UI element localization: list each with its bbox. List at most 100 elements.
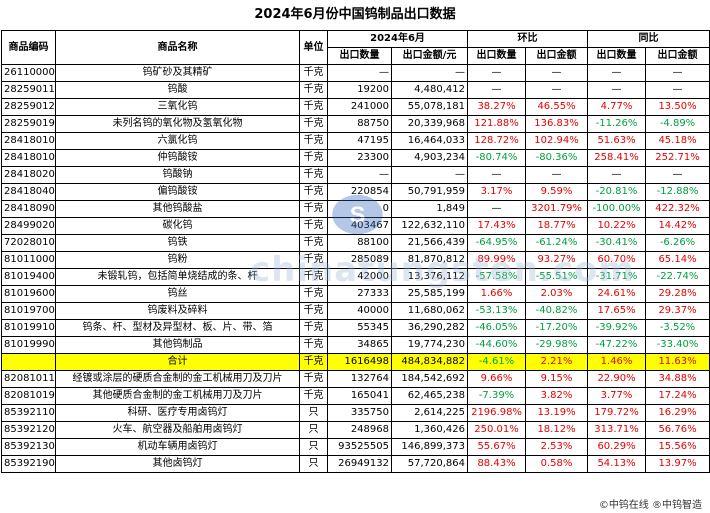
cell-amount: —: [390, 64, 469, 82]
cell-mom-amount: 0.58%: [525, 455, 589, 473]
header-unit: 单位: [299, 30, 328, 65]
cell-name: 经镀或涂层的硬质合金制的金工机械用刀及刀片: [55, 370, 300, 388]
cell-qty: —: [327, 166, 392, 184]
cell-mom-amount: 2.53%: [525, 438, 589, 456]
header-name: 商品名称: [55, 30, 300, 65]
cell-yoy-amount: 11.63%: [645, 353, 710, 371]
cell-yoy-amount: 65.14%: [645, 251, 710, 269]
cell-unit: 千克: [299, 302, 328, 320]
cell-yoy-amount: 16.29%: [645, 404, 710, 422]
header-month: 2024年6月: [326, 30, 469, 48]
table-row: 28259019 未列名钨的氧化物及氢氧化物 千克 88750 20,339,968 12…: [1, 115, 710, 133]
header-mom: 环比: [467, 30, 589, 48]
cell-yoy-amount: -33.40%: [645, 336, 710, 354]
cell-qty: 165041: [327, 387, 392, 405]
cell-amount: 4,903,234: [390, 149, 469, 167]
cell-mom-amount: -17.20%: [525, 319, 589, 337]
cell-mom-amount: 136.83%: [525, 115, 589, 133]
cell-yoy-qty: -30.41%: [587, 234, 647, 252]
cell-unit: 千克: [299, 319, 328, 337]
cell-yoy-amount: 56.76%: [645, 421, 710, 439]
header-yoy-qty: 出口数量: [587, 47, 647, 65]
cell-code: 85392190: [1, 455, 56, 473]
cell-mom-amount: -40.82%: [525, 302, 589, 320]
cell-yoy-qty: 10.22%: [587, 217, 647, 235]
cell-amount: 21,566,439: [390, 234, 469, 252]
cell-mom-amount: 3201.79%: [525, 200, 589, 218]
cell-yoy-qty: 60.70%: [587, 251, 647, 269]
cell-code: 81019990: [1, 336, 56, 354]
cell-unit: 千克: [299, 234, 328, 252]
cell-yoy-qty: 179.72%: [587, 404, 647, 422]
table-row: 28418010 仲钨酸铵 千克 23300 4,903,234 -80.74% -80.3…: [1, 149, 710, 167]
cell-unit: 千克: [299, 387, 328, 405]
cell-mom-qty: -80.74%: [467, 149, 527, 167]
cell-unit: 千克: [299, 183, 328, 201]
cell-yoy-qty: 22.90%: [587, 370, 647, 388]
cell-yoy-qty: 313.71%: [587, 421, 647, 439]
cell-unit: 千克: [299, 370, 328, 388]
cell-mom-qty: 121.88%: [467, 115, 527, 133]
table-row: 28418090 其他钨酸盐 千克 0 1,849—3201.79% -100.00% 42…: [1, 200, 710, 218]
cell-amount: 4,480,412: [390, 81, 469, 99]
header-mom-amount: 出口金额: [525, 47, 589, 65]
cell-yoy-qty: -39.92%: [587, 319, 647, 337]
cell-unit: 千克: [299, 98, 328, 116]
cell-code: 28418010: [1, 149, 56, 167]
cell-code: 28418020: [1, 166, 56, 184]
cell-qty: 88100: [327, 234, 392, 252]
cell-amount: 20,339,968: [390, 115, 469, 133]
cell-yoy-amount: 34.88%: [645, 370, 710, 388]
cell-code: 85392120: [1, 421, 56, 439]
cell-yoy-amount: 14.42%: [645, 217, 710, 235]
cell-mom-qty: —: [467, 200, 527, 218]
page-title: 2024年6月份中国钨制品出口数据: [254, 7, 456, 22]
cell-code: 81019700: [1, 302, 56, 320]
cell-yoy-qty: 60.29%: [587, 438, 647, 456]
cell-code: 28418090: [1, 200, 56, 218]
table-row: 81019600 钨丝 千克 27333 25,585,199 1.66% 2.03% 24.…: [1, 285, 710, 303]
cell-qty: 248968: [327, 421, 392, 439]
table-row: 28259011 钨酸 千克 19200 4,480,412— — — —: [1, 81, 710, 99]
cell-yoy-qty: 3.77%: [587, 387, 647, 405]
cell-yoy-amount: -22.74%: [645, 268, 710, 286]
cell-name: 仲钨酸铵: [55, 149, 300, 167]
cell-amount: 484,834,882: [390, 353, 469, 371]
cell-mom-qty: 55.67%: [467, 438, 527, 456]
cell-mom-amount: 18.77%: [525, 217, 589, 235]
cell-yoy-qty: 1.46%: [587, 353, 647, 371]
cell-mom-qty: -44.60%: [467, 336, 527, 354]
cell-amount: 13,376,112: [390, 268, 469, 286]
cell-qty: 34865: [327, 336, 392, 354]
cell-amount: 16,464,033: [390, 132, 469, 150]
cell-unit: 只: [299, 455, 328, 473]
cell-mom-qty: 89.99%: [467, 251, 527, 269]
footer-copyright: ©中钨在线 ®中钨智造: [598, 500, 702, 511]
cell-name: 碳化钨: [55, 217, 300, 235]
cell-yoy-qty: —: [587, 64, 647, 82]
cell-code: 81019910: [1, 319, 56, 337]
cell-name: 机动车辆用卤钨灯: [55, 438, 300, 456]
table-row: 82081011 经镀或涂层的硬质合金制的金工机械用刀及刀片 千克 132764 184…: [1, 370, 710, 388]
table-row: 28418040 偏钨酸铵 千克 220854 50,791,959 3.17% 9.59%…: [1, 183, 710, 201]
cell-code: 81019600: [1, 285, 56, 303]
header-amount-month: 出口金额/元: [390, 47, 469, 65]
cell-yoy-qty: —: [587, 81, 647, 99]
cell-name: 钨丝: [55, 285, 300, 303]
table-row: 81019400 未锻轧钨，包括简单烧结成的条、杆 千克 42000 13,376,11…: [1, 268, 710, 286]
cell-amount: 184,542,692: [390, 370, 469, 388]
cell-unit: 千克: [299, 268, 328, 286]
cell-amount: 55,078,181: [390, 98, 469, 116]
cell-name: 钨酸: [55, 81, 300, 99]
cell-name: 科研、医疗专用卤钨灯: [55, 404, 300, 422]
cell-yoy-amount: —: [645, 64, 710, 82]
table-row: 85392190 其他卤钨灯只 26949132 57,720,864 88.43% 0.…: [1, 455, 710, 473]
cell-code: 81011000: [1, 251, 56, 269]
cell-mom-amount: -61.24%: [525, 234, 589, 252]
cell-mom-qty: -46.05%: [467, 319, 527, 337]
cell-qty: 285089: [327, 251, 392, 269]
cell-name: 钨铁: [55, 234, 300, 252]
cell-code: 82081011: [1, 370, 56, 388]
cell-mom-amount: 3.82%: [525, 387, 589, 405]
cell-mom-qty: 1.66%: [467, 285, 527, 303]
